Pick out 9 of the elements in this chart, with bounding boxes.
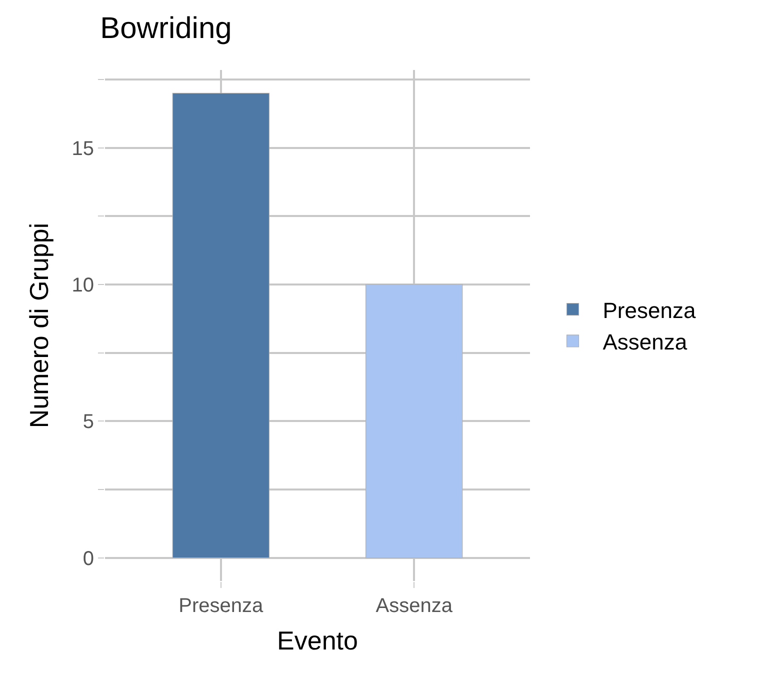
legend-label: Presenza [602,298,696,323]
chart-title: Bowriding [100,12,232,46]
y-tick-label: 10 [72,274,94,297]
legend-label: Assenza [602,329,688,354]
y-tick-label: 0 [82,548,94,570]
y-axis-title: Numero di Gruppi [24,222,54,428]
x-axis-title: Evento [277,626,358,656]
y-tick-label: 15 [72,138,94,160]
y-tick-label: 5 [82,411,94,434]
